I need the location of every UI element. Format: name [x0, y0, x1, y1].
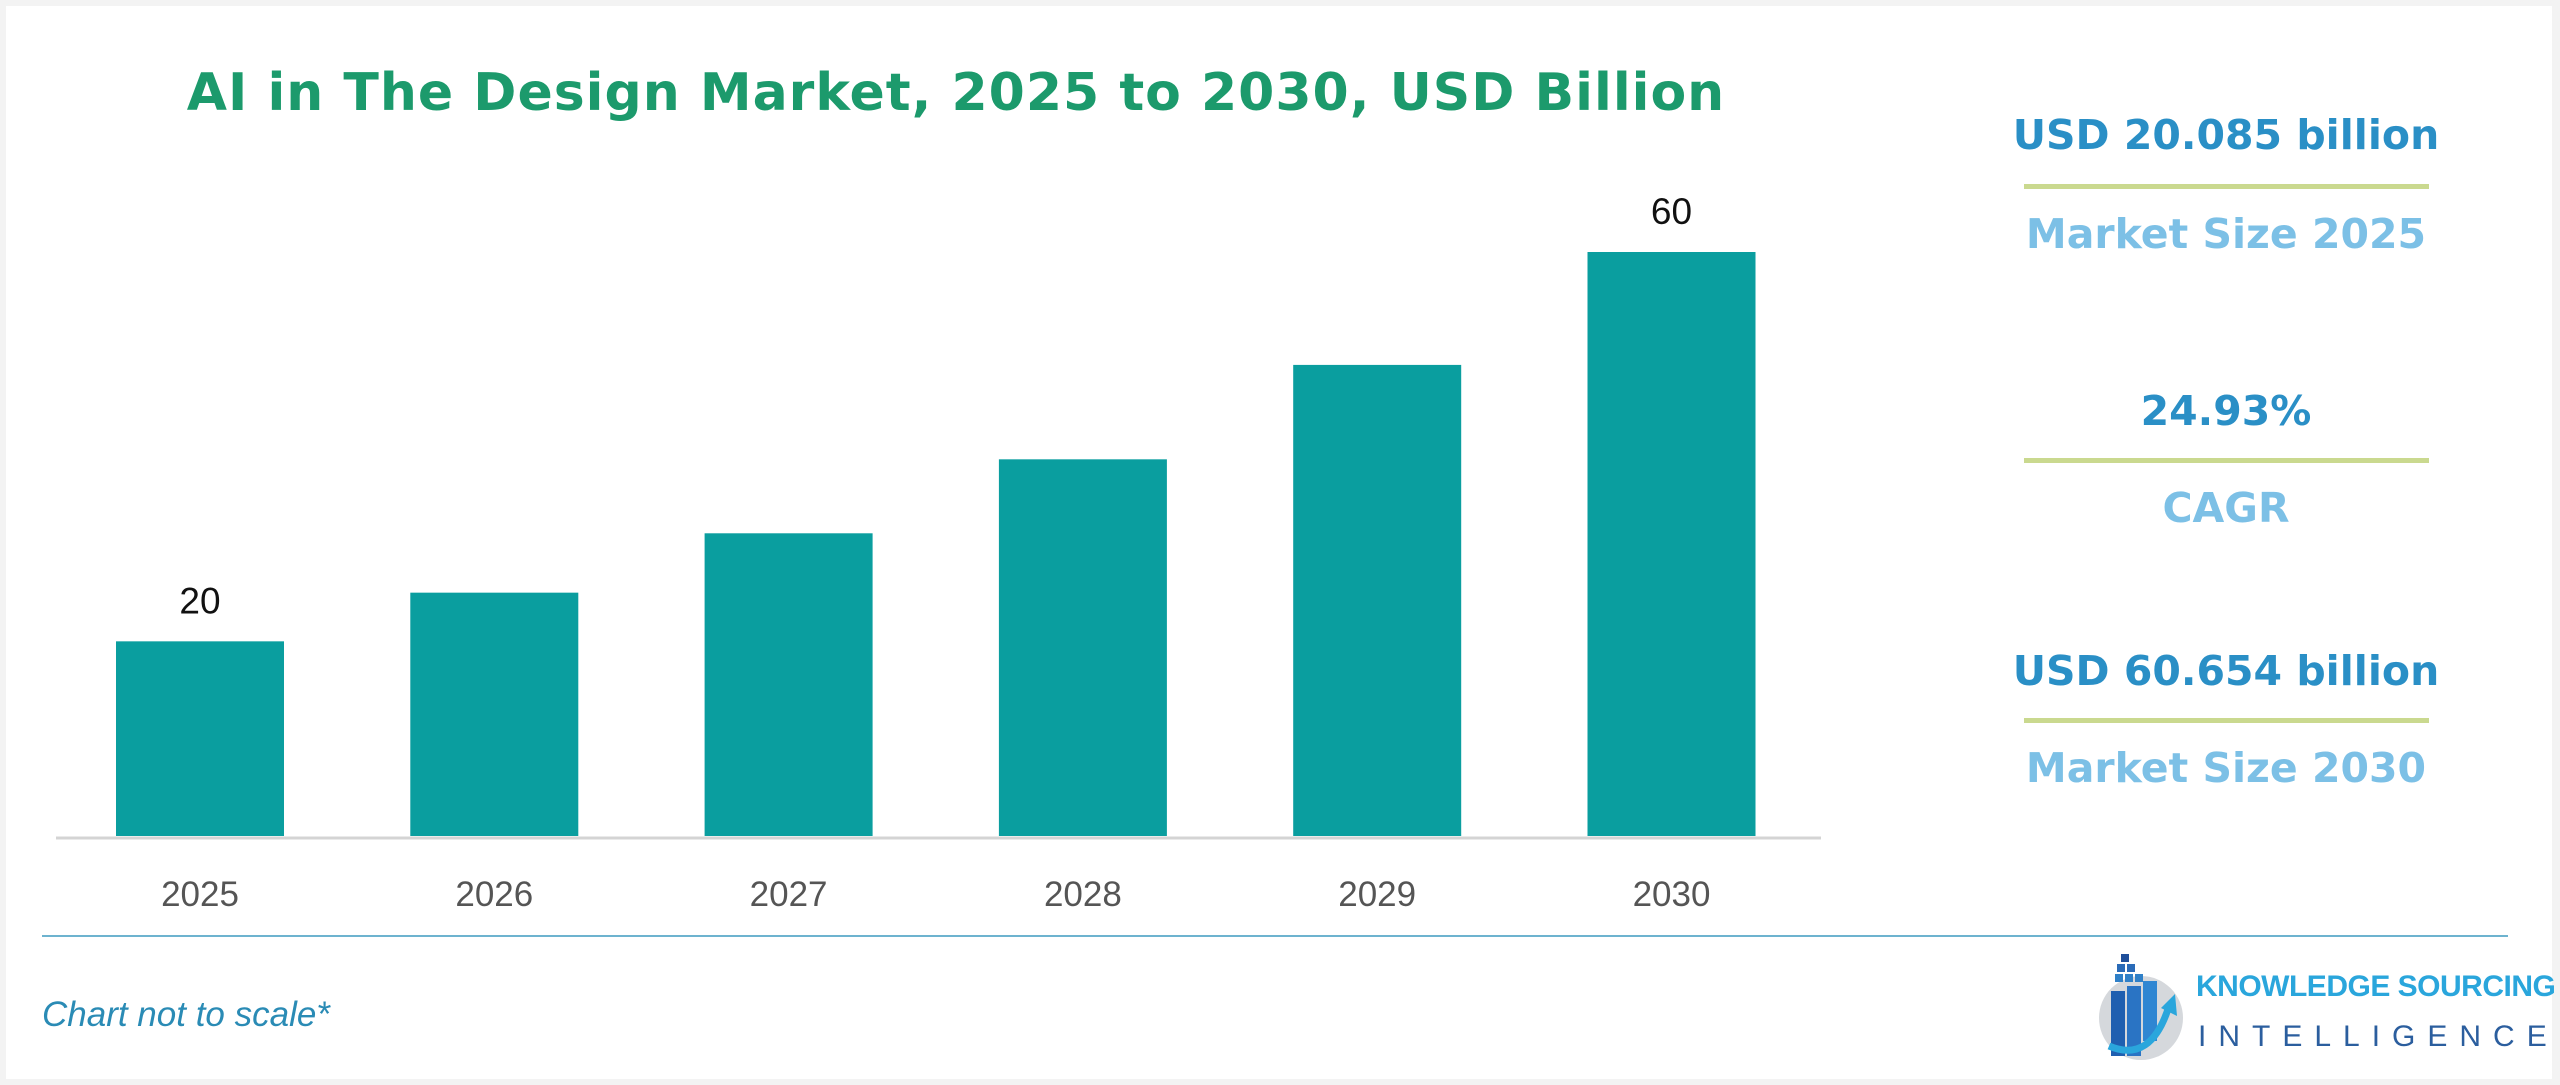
bar-2025 [116, 641, 284, 836]
divider [2023, 718, 2429, 723]
divider [2023, 184, 2429, 189]
stat-cagr: 24.93% CAGR [1966, 386, 2486, 533]
divider [2023, 458, 2429, 463]
data-label: 60 [1651, 191, 1692, 232]
bar-chart: 2025 20 2026 2027 2028 2029 2030 60 [56, 191, 1821, 914]
stat-label: Market Size 2030 [2025, 744, 2427, 792]
stat-value: 24.93% [2140, 387, 2312, 435]
bar-2026 [410, 592, 579, 836]
footer-divider [42, 935, 2508, 937]
bar-2030 [1587, 252, 1756, 836]
logo-icon [2099, 954, 2183, 1060]
bar-2028 [998, 459, 1167, 836]
stat-label: CAGR [2162, 484, 2290, 532]
x-tick-label: 2028 [1044, 875, 1122, 914]
chart-title: AI in The Design Market, 2025 to 2030, U… [186, 63, 1726, 123]
stat-market-size-2030: USD 60.654 billion Market Size 2030 [1966, 646, 2486, 793]
x-tick-label: 2030 [1633, 875, 1711, 914]
x-tick-label: 2025 [161, 875, 239, 914]
bar-2027 [704, 533, 873, 836]
x-tick-label: 2026 [455, 875, 533, 914]
logo-text-line1: KNOWLEDGE SOURCING [2196, 970, 2556, 1003]
x-tick-label: 2029 [1338, 875, 1416, 914]
data-label: 20 [179, 580, 220, 621]
stat-label: Market Size 2025 [2025, 210, 2427, 258]
stat-value: USD 20.085 billion [2012, 111, 2440, 159]
infographic-card: AI in The Design Market, 2025 to 2030, U… [6, 6, 2556, 1079]
stat-market-size-2025: USD 20.085 billion Market Size 2025 [1966, 110, 2486, 259]
bar-2029 [1293, 364, 1462, 836]
stat-value: USD 60.654 billion [2012, 647, 2440, 695]
x-tick-label: 2027 [750, 875, 828, 914]
company-logo: KNOWLEDGE SOURCING INTELLIGENCE [2091, 946, 2556, 1071]
logo-text-line2: INTELLIGENCE [2198, 1020, 2559, 1053]
chart-note: Chart not to scale* [42, 995, 330, 1034]
